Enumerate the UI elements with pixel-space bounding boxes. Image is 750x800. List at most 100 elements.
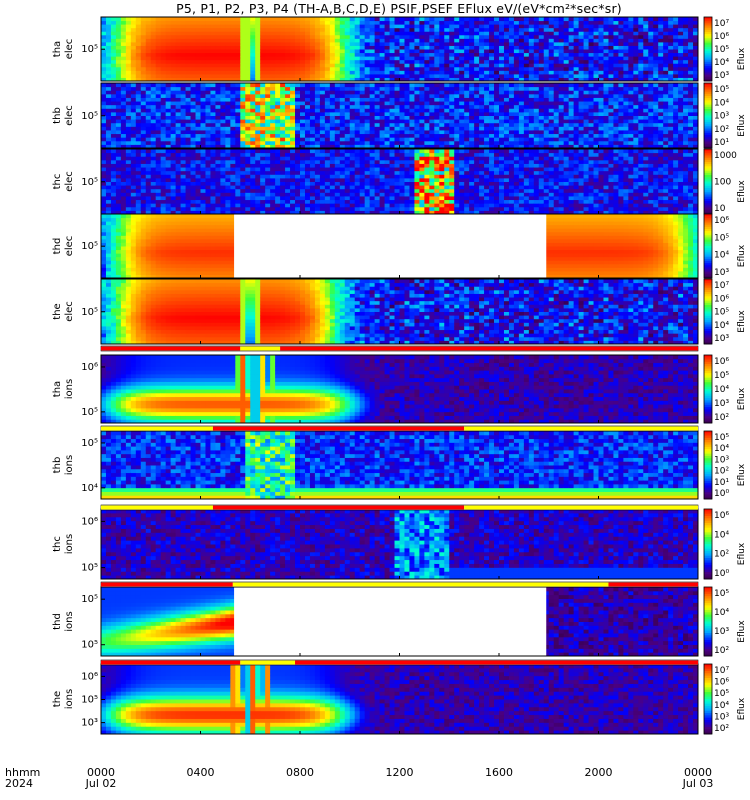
colorbar-tick-label: 10⁴	[714, 385, 729, 395]
x-tick-label: 1600	[485, 766, 513, 779]
colorbar-label: Eflux	[737, 542, 747, 565]
colorbar-tick-label: 10⁵	[714, 308, 729, 318]
panel-species-label: ions	[64, 689, 75, 709]
panel-species-label: ions	[64, 611, 75, 631]
colorbar-tick-label: 10⁵	[714, 233, 729, 243]
colorbar-tick-label: 10⁰	[714, 489, 729, 499]
panel-species-label: elec	[64, 105, 75, 126]
panel-species-label: elec	[64, 236, 75, 257]
colorbar-tick-label: 10⁶	[714, 357, 729, 367]
panel-species-label: ions	[64, 379, 75, 399]
y-tick-label: 10⁵	[81, 407, 98, 418]
panel-thc-ions: thc ions 10⁶ 10⁵ 10⁶ 10⁴ 10² 10⁰ Eflux	[52, 508, 747, 580]
colorbar-tick-label: 10⁶	[714, 294, 729, 304]
x-tick-label: 2000	[585, 766, 613, 779]
panel-species-label: ions	[64, 455, 75, 475]
panel-species-label: elec	[64, 301, 75, 322]
mode-bar-segment	[101, 582, 233, 587]
panel-species-label: ions	[64, 534, 75, 554]
y-tick-label: 10⁵	[81, 44, 98, 55]
colorbar-tick-label: 10	[714, 204, 726, 214]
colorbar-tick-label: 10²	[714, 125, 729, 135]
panel-thb-elec: thb elec 10⁵ 10⁵ 10⁴ 10³ 10² 10¹ Eflux	[52, 82, 747, 149]
colorbar-tick-label: 10³	[714, 334, 729, 344]
colorbar-tick-label: 10⁵	[714, 689, 729, 699]
colorbar: 1000 100 10 Eflux	[703, 148, 747, 215]
panel-probe-label: thb	[52, 457, 63, 474]
colorbar-tick-label: 10⁴	[714, 58, 729, 68]
colorbar-label: Eflux	[737, 114, 747, 137]
colorbar-label: Eflux	[737, 47, 747, 70]
colorbar-tick-label: 10²	[714, 646, 729, 656]
data-gap	[234, 214, 547, 278]
colorbar: 10⁵ 10⁴ 10³ 10² 10¹ Eflux	[703, 82, 747, 149]
colorbar-tick-label: 10¹	[714, 478, 729, 488]
x-tick-label: 0000	[87, 766, 115, 779]
colorbar-tick-label: 10⁰	[714, 569, 729, 579]
colorbar-tick-label: 10³	[714, 268, 729, 278]
panel-thc-elec: thc elec 10⁵ 1000 100 10 Eflux	[52, 148, 747, 215]
colorbar-label: Eflux	[737, 244, 747, 267]
mode-bar-segment	[240, 660, 296, 665]
y-tick-label: 10⁵	[81, 695, 98, 706]
colorbar-tick-label: 10³	[714, 712, 729, 722]
colorbar-label: Eflux	[737, 310, 747, 333]
panel-probe-label: thc	[52, 174, 63, 190]
colorbar-tick-label: 1000	[714, 151, 737, 161]
y-tick-label: 10⁵	[81, 307, 98, 318]
mode-bar	[100, 345, 699, 352]
panel-species-label: elec	[64, 171, 75, 192]
colorbar-tick-label: 10⁵	[714, 433, 729, 443]
colorbar-tick-label: 10²	[714, 724, 729, 734]
colorbar-tick-label: 10⁶	[714, 216, 729, 226]
colorbar-tick-label: 10⁵	[714, 85, 729, 95]
x-date-label: Jul 02	[85, 777, 117, 790]
y-tick-label: 10⁵	[81, 563, 98, 574]
colorbar-label: Eflux	[737, 180, 747, 203]
colorbar-tick-label: 10³	[714, 71, 729, 81]
panel-probe-label: thc	[52, 536, 63, 552]
mode-bar-segment	[608, 582, 698, 587]
colorbar-tick-label: 100	[714, 178, 731, 188]
colorbar: 10⁷ 10⁶ 10⁵ 10⁴ 10³ Eflux	[703, 16, 747, 82]
colorbar-tick-label: 10⁵	[714, 45, 729, 55]
colorbar-tick-label: 10³	[714, 399, 729, 409]
y-tick-label: 10⁶	[81, 362, 98, 373]
mode-bar-segment	[295, 660, 698, 665]
mode-bar-segment	[464, 426, 698, 431]
mode-bar-segment	[212, 505, 465, 510]
panel-thd-elec: thd elec 10⁵ 10⁶ 10⁵ 10⁴ 10³ Eflux	[52, 213, 747, 279]
mode-bar	[100, 581, 699, 588]
y-tick-label: 10⁵	[81, 111, 98, 122]
x-tick-label: 1200	[386, 766, 414, 779]
mode-bar	[100, 504, 699, 511]
panel-probe-label: tha	[52, 381, 63, 397]
y-tick-label: 10⁵	[81, 594, 98, 605]
colorbar: 10⁵ 10⁴ 10³ 10² Eflux	[703, 586, 747, 657]
chart-title: P5, P1, P2, P3, P4 (TH-A,B,C,D,E) PSIF,P…	[100, 1, 698, 16]
panel-probe-label: the	[52, 303, 63, 319]
colorbar-tick-label: 10⁴	[714, 701, 729, 711]
mode-bar	[100, 425, 699, 432]
mode-bar-segment	[240, 346, 281, 351]
mode-bar-segment	[101, 346, 241, 351]
colorbar-tick-label: 10⁵	[714, 589, 729, 599]
mode-bar-segment	[101, 426, 213, 431]
colorbar-label: Eflux	[737, 387, 747, 410]
colorbar-tick-label: 10²	[714, 550, 729, 560]
colorbar-tick-label: 10⁶	[714, 678, 729, 688]
y-tick-label: 10⁶	[81, 516, 98, 527]
colorbar-tick-label: 10⁵	[714, 371, 729, 381]
mode-bar-segment	[101, 660, 241, 665]
colorbar-label: Eflux	[737, 620, 747, 643]
colorbar-tick-label: 10⁴	[714, 444, 729, 454]
time-axis-label: hhmm	[5, 767, 40, 778]
colorbar: 10⁶ 10⁵ 10⁴ 10³ Eflux	[703, 213, 747, 279]
panel-tha-elec: tha elec 10⁵ 10⁷ 10⁶ 10⁵ 10⁴ 10³ Eflux	[52, 16, 747, 82]
panel-probe-label: the	[52, 691, 63, 707]
y-tick-label: 10⁵	[81, 177, 98, 188]
